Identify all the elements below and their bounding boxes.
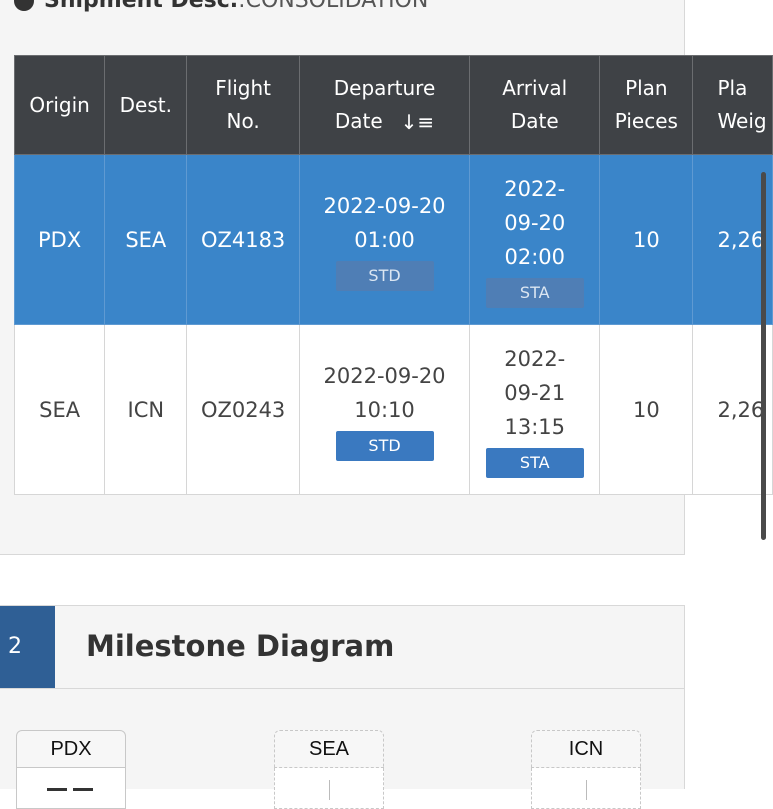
milestone-node-icn[interactable]: ICN xyxy=(531,730,641,809)
node-body xyxy=(16,768,126,809)
cell-weight: 2,26 xyxy=(692,324,773,495)
table-row[interactable]: SEA ICN OZ0243 2022-09-20 10:10 STD 2022… xyxy=(14,324,773,495)
node-body xyxy=(531,768,641,809)
cell-dest: SEA xyxy=(104,154,188,325)
vertical-scrollbar[interactable] xyxy=(761,172,766,540)
cell-origin: SEA xyxy=(14,324,106,495)
col-header-weight[interactable]: Pla Weig xyxy=(692,55,773,155)
cell-departure: 2022-09-20 10:10 STD xyxy=(298,324,471,495)
cell-pieces: 10 xyxy=(599,324,694,495)
table-row[interactable]: PDX SEA OZ4183 2022-09-20 01:00 STD 2022… xyxy=(14,154,773,325)
milestone-node-pdx[interactable]: PDX xyxy=(16,730,126,809)
table-header-row: Origin Dest. Flight No. Departure Date ↓≡ … xyxy=(14,55,773,155)
flight-table-wrapper: Origin Dest. Flight No. Departure Date ↓≡ … xyxy=(14,55,773,498)
milestone-node-sea[interactable]: SEA xyxy=(274,730,384,809)
section-subtitle: CONSOLIDATION xyxy=(245,0,429,13)
cell-origin: PDX xyxy=(14,154,106,325)
cell-arrival: 2022- 09-20 02:00 STA xyxy=(469,154,601,325)
node-body xyxy=(274,768,384,809)
cell-departure: 2022-09-20 01:00 STD xyxy=(298,154,471,325)
node-label: SEA xyxy=(274,730,384,768)
col-header-flight[interactable]: Flight No. xyxy=(186,55,300,155)
flight-table: Origin Dest. Flight No. Departure Date ↓≡ … xyxy=(14,55,773,495)
section-number-badge: 2 xyxy=(0,606,55,688)
cell-dest: ICN xyxy=(104,324,188,495)
cell-flight: OZ0243 xyxy=(186,324,300,495)
sort-descending-icon[interactable]: ↓≡ xyxy=(400,109,435,134)
std-badge: STD xyxy=(335,430,434,461)
col-header-origin[interactable]: Origin xyxy=(14,55,106,155)
section-title-text: Shipment Desc. xyxy=(44,0,239,13)
node-label: ICN xyxy=(531,730,641,768)
sta-badge: STA xyxy=(485,447,584,478)
section-title-separator: : xyxy=(238,0,246,13)
section-title: Shipment Desc. : CONSOLIDATION xyxy=(14,0,428,13)
col-header-dest[interactable]: Dest. xyxy=(104,55,188,155)
cell-arrival: 2022- 09-21 13:15 STA xyxy=(469,324,601,495)
milestone-header: 2 Milestone Diagram xyxy=(0,606,684,689)
milestone-title: Milestone Diagram xyxy=(86,629,395,663)
node-label: PDX xyxy=(16,730,126,768)
cell-flight: OZ4183 xyxy=(186,154,300,325)
cell-weight: 2,26 xyxy=(692,154,773,325)
col-header-arrival[interactable]: Arrival Date xyxy=(469,55,601,155)
std-badge: STD xyxy=(335,260,434,291)
col-header-pieces[interactable]: Plan Pieces xyxy=(599,55,694,155)
col-header-departure[interactable]: Departure Date ↓≡ xyxy=(298,55,471,155)
cell-pieces: 10 xyxy=(599,154,694,325)
circle-icon xyxy=(14,0,34,11)
sta-badge: STA xyxy=(485,277,584,308)
